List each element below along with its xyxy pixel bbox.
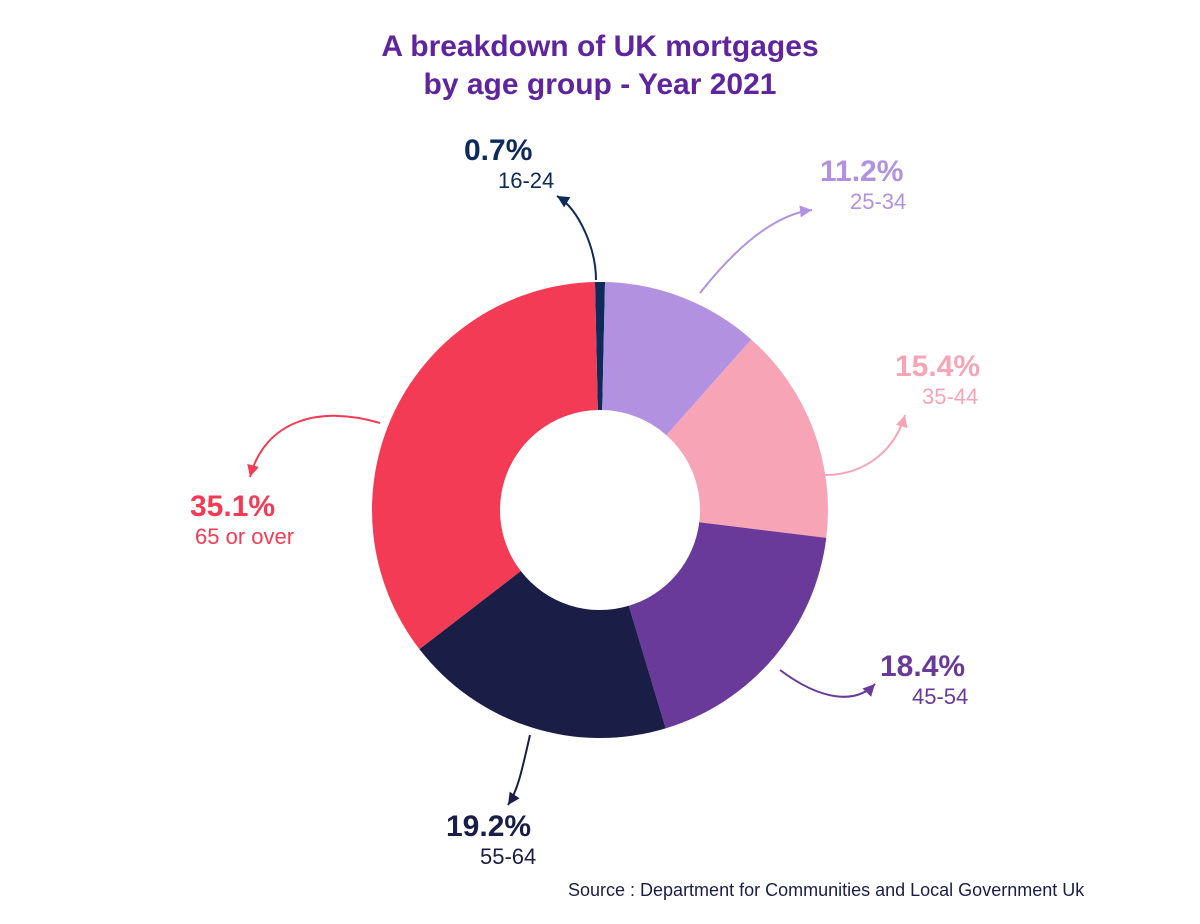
arrow-s1: [700, 210, 812, 293]
label-s5: 35.1%65 or over: [190, 490, 294, 550]
label-pct-s4: 19.2%: [446, 810, 536, 844]
arrow-s0: [557, 196, 596, 280]
label-s0: 0.7%16-24: [464, 134, 554, 194]
arrow-s2: [825, 415, 905, 475]
label-age-s0: 16-24: [498, 168, 554, 194]
label-age-s3: 45-54: [912, 684, 968, 710]
label-s1: 11.2%25-34: [820, 155, 906, 215]
label-age-s5: 65 or over: [195, 524, 294, 550]
label-s4: 19.2%55-64: [446, 810, 536, 870]
source-text: Source : Department for Communities and …: [568, 880, 1084, 901]
label-s2: 15.4%35-44: [895, 350, 980, 410]
label-age-s1: 25-34: [850, 189, 906, 215]
label-pct-s0: 0.7%: [464, 134, 554, 168]
slice-s5: [372, 282, 598, 649]
label-pct-s5: 35.1%: [190, 490, 294, 524]
label-s3: 18.4%45-54: [880, 650, 968, 710]
label-pct-s3: 18.4%: [880, 650, 968, 684]
slice-s3: [629, 522, 826, 728]
donut-chart: [0, 0, 1200, 924]
label-age-s2: 35-44: [922, 384, 980, 410]
arrow-s4: [508, 735, 530, 805]
label-pct-s2: 15.4%: [895, 350, 980, 384]
arrow-s3: [780, 670, 875, 697]
arrow-s5: [250, 416, 380, 477]
label-age-s4: 55-64: [480, 844, 536, 870]
label-pct-s1: 11.2%: [820, 155, 906, 189]
